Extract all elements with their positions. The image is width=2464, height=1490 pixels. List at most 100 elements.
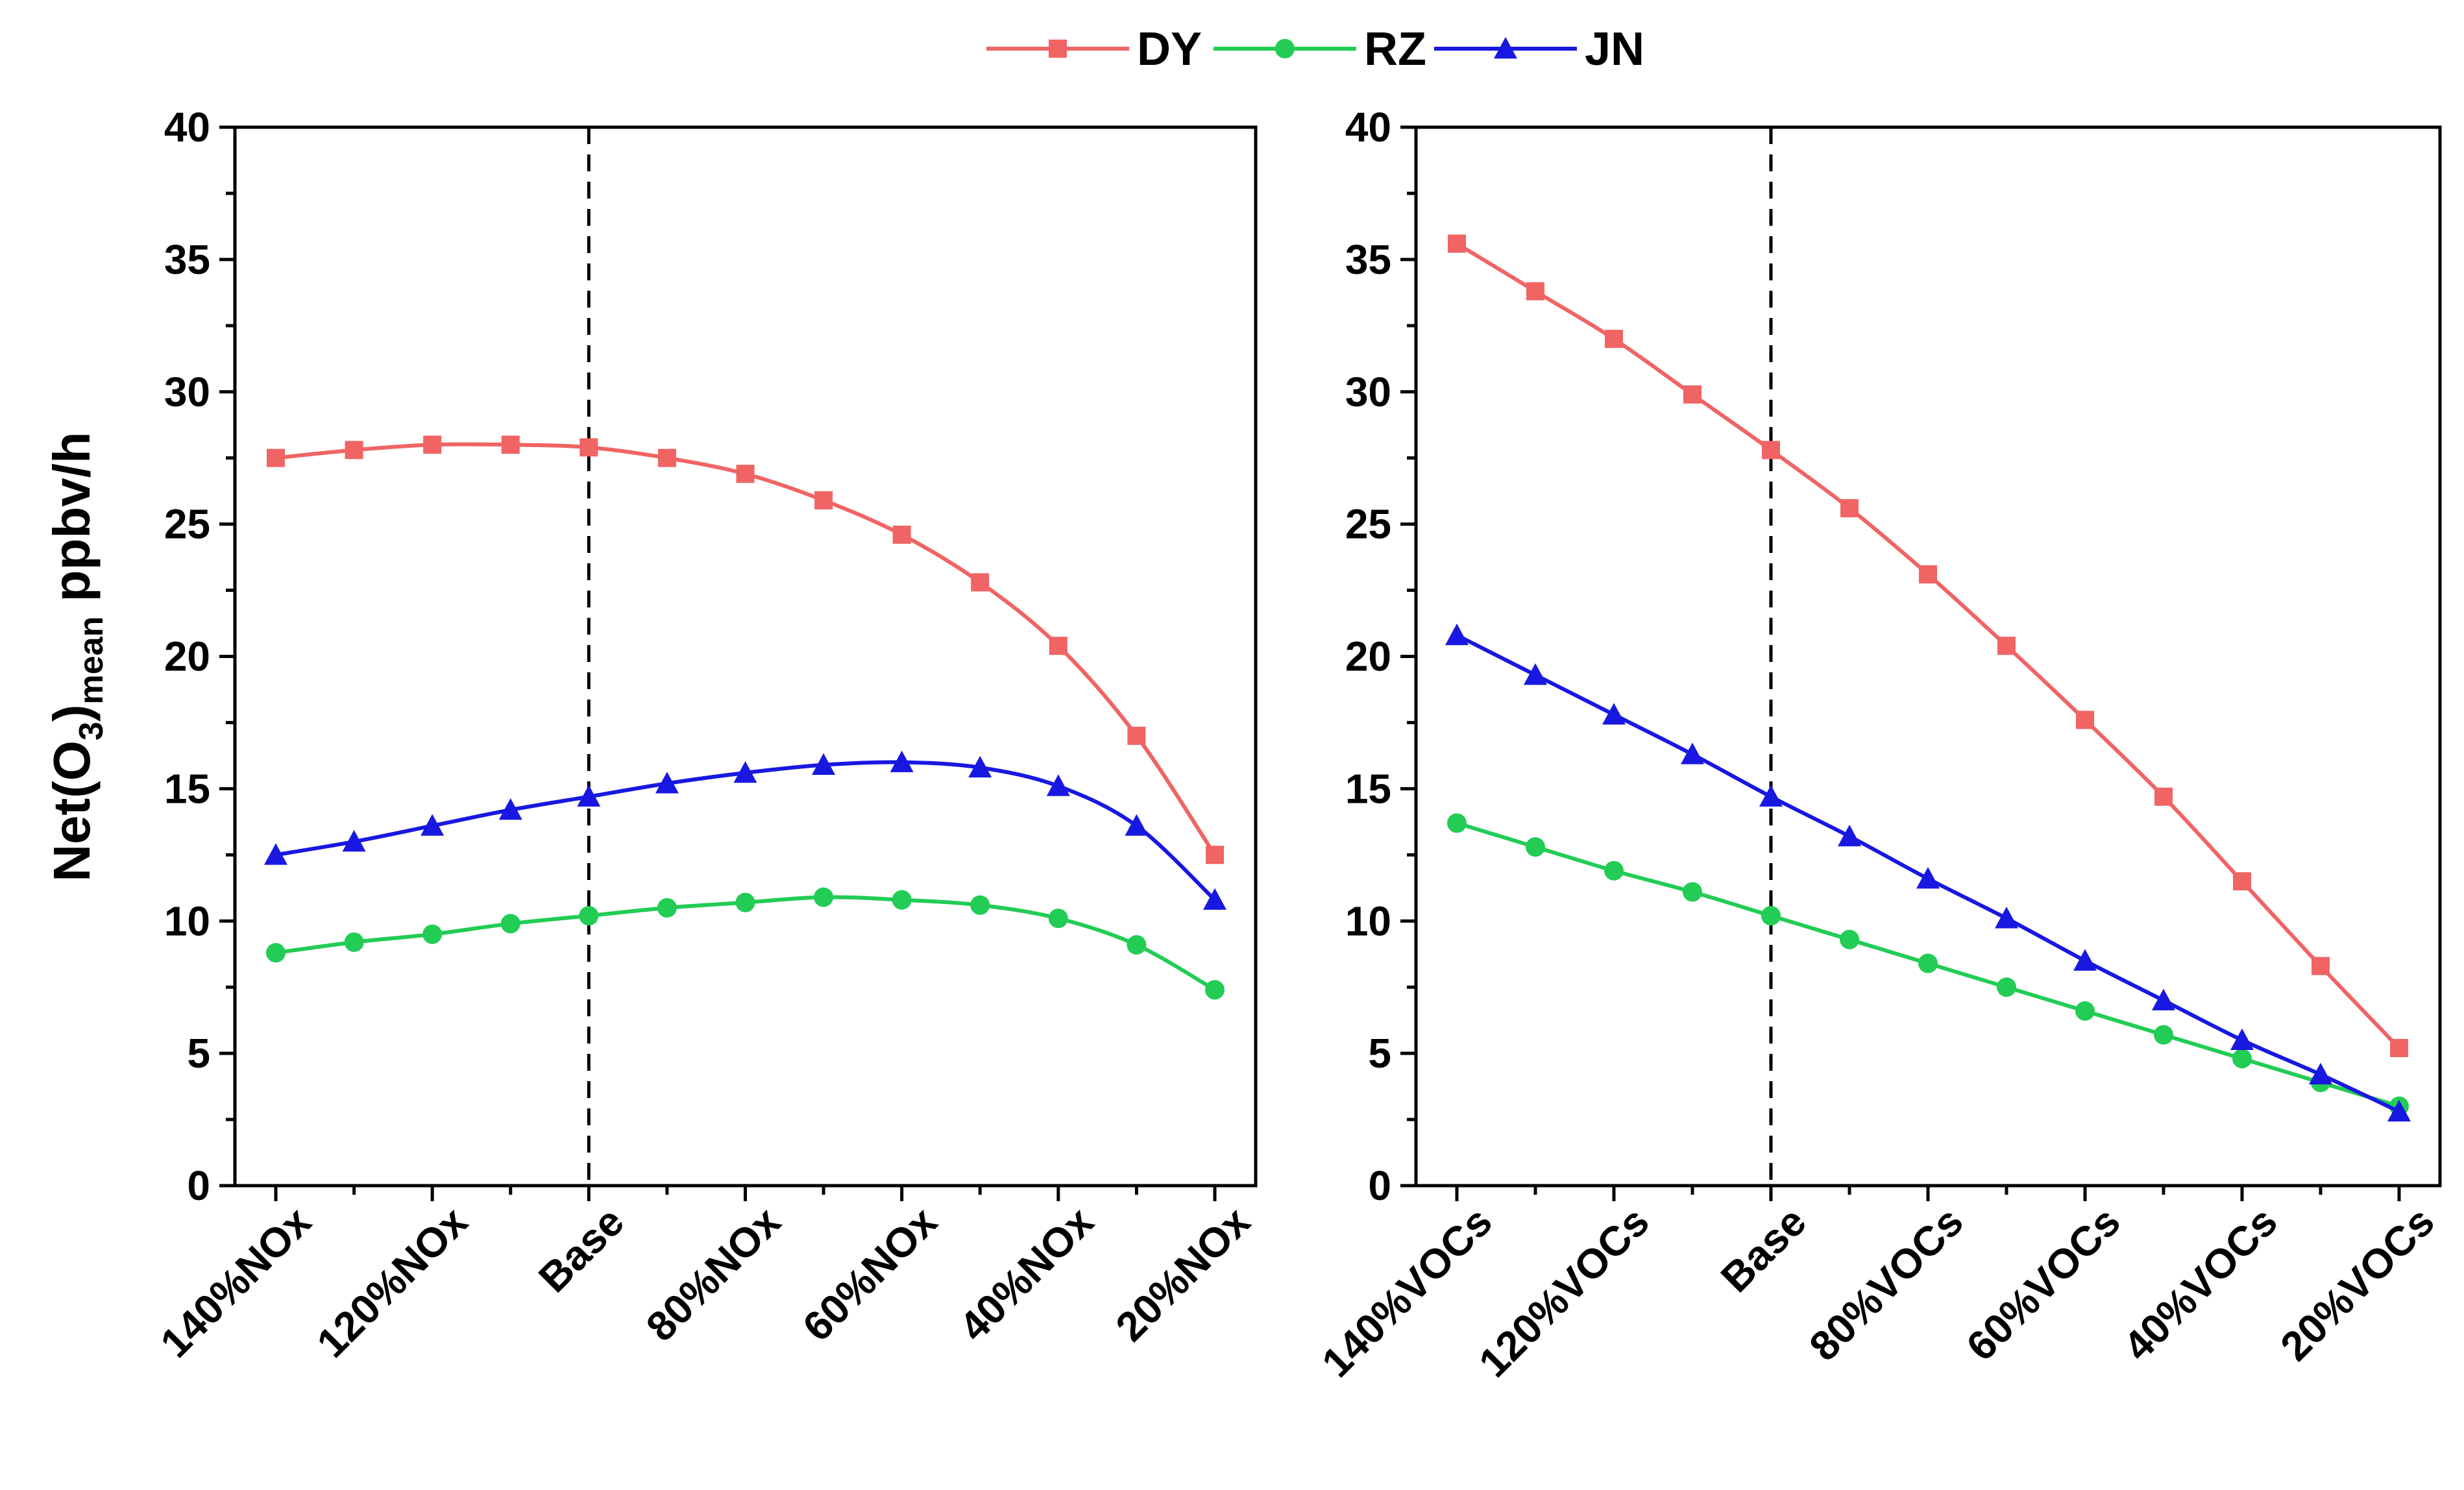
left-point-DY xyxy=(1127,726,1146,745)
right-point-JN xyxy=(2309,1062,2332,1085)
left-ytick-label: 10 xyxy=(164,898,210,944)
y-axis-label-part: mean xyxy=(73,617,110,705)
right-point-JN xyxy=(1916,867,1940,889)
legend-item-JN: JN xyxy=(1434,23,1644,75)
right-xtick-label: 20%VOCs xyxy=(2271,1198,2443,1370)
right-point-JN xyxy=(2387,1099,2411,1122)
left-point-RZ xyxy=(1127,934,1147,955)
left-plot-frame xyxy=(233,125,1258,1188)
left-ytick-label: 35 xyxy=(164,236,210,283)
right-point-DY xyxy=(1997,637,2016,655)
legend-label-DY: DY xyxy=(1137,23,1202,75)
left-point-DY xyxy=(657,448,676,467)
legend-marker-RZ xyxy=(1275,39,1295,58)
left-point-JN xyxy=(577,785,601,807)
right-point-JN xyxy=(1838,824,1861,847)
right-point-JN xyxy=(1759,785,1783,807)
legend-label-JN: JN xyxy=(1585,23,1644,75)
right-xtick-label: Base xyxy=(1712,1198,1815,1301)
left-point-DY xyxy=(423,435,442,454)
right-xtick-label: 40%VOCs xyxy=(2114,1198,2286,1370)
right-series-JN xyxy=(1445,623,2411,1122)
right-xtick-label: 80%VOCs xyxy=(1800,1198,1972,1370)
left-point-RZ xyxy=(814,887,834,907)
left-point-JN xyxy=(1046,774,1070,796)
left-point-RZ xyxy=(735,892,755,912)
legend-item-DY: DY xyxy=(986,23,1202,75)
left-point-DY xyxy=(736,465,755,483)
right-point-JN xyxy=(1602,703,1626,725)
right-point-RZ xyxy=(2154,1025,2173,1045)
right-series-DY xyxy=(1448,234,2408,1057)
left-point-DY xyxy=(971,573,990,592)
left-point-JN xyxy=(498,798,522,820)
left-point-DY xyxy=(892,525,911,544)
left-xtick-label: 60%NOx xyxy=(794,1198,946,1350)
right-point-DY xyxy=(2233,872,2251,891)
left-point-RZ xyxy=(422,924,443,944)
right-point-RZ xyxy=(1526,837,1545,857)
left-xtick-label: Base xyxy=(530,1198,633,1301)
left-ytick-label: 15 xyxy=(164,765,210,812)
right-ytick-label: 15 xyxy=(1345,765,1391,812)
left-point-JN xyxy=(968,755,992,778)
right-series-RZ xyxy=(1447,813,2409,1116)
left-point-RZ xyxy=(1205,980,1225,1000)
left-point-RZ xyxy=(500,914,520,934)
left-point-JN xyxy=(342,829,366,852)
right-xtick-label: 60%VOCs xyxy=(1957,1198,2129,1370)
left-xtick-label: 140%NOx xyxy=(151,1198,320,1367)
y-axis-label: Net(O3)mean ppbv/h xyxy=(43,432,110,882)
right-point-DY xyxy=(1840,499,1859,518)
legend-marker-DY xyxy=(1049,40,1067,58)
right-xtick-label: 120%VOCs xyxy=(1470,1198,1658,1386)
right-point-JN xyxy=(1524,663,1547,685)
y-axis-label-part: 3 xyxy=(73,722,110,740)
left-ytick-label: 0 xyxy=(187,1162,210,1209)
left-point-DY xyxy=(1206,846,1224,864)
left-series-RZ xyxy=(266,887,1225,1000)
left-point-RZ xyxy=(970,895,990,915)
legend-item-RZ: RZ xyxy=(1214,23,1426,75)
right-point-DY xyxy=(1762,441,1780,459)
right-ytick-label: 25 xyxy=(1345,501,1391,548)
left-point-DY xyxy=(345,441,363,459)
right-point-RZ xyxy=(1997,977,2016,997)
right-point-RZ xyxy=(2075,1001,2095,1021)
y-axis-label-part: ) xyxy=(43,704,101,722)
left-point-DY xyxy=(501,435,520,454)
right-point-JN xyxy=(1445,623,1469,646)
right-point-RZ xyxy=(1918,953,1938,973)
left-point-DY xyxy=(1049,637,1067,655)
right-ytick-label: 30 xyxy=(1345,369,1391,415)
right-xtick-label: 140%VOCs xyxy=(1313,1198,1501,1386)
left-ytick-label: 5 xyxy=(187,1030,210,1077)
right-point-DY xyxy=(1448,234,1466,253)
left-xtick-label: 120%NOx xyxy=(308,1198,476,1367)
legend-label-RZ: RZ xyxy=(1364,23,1426,75)
right-point-RZ xyxy=(1840,929,1859,949)
right-point-DY xyxy=(2154,787,2173,806)
right-point-JN xyxy=(2152,988,2175,1010)
right-ytick-label: 20 xyxy=(1345,633,1391,680)
left-ytick-label: 20 xyxy=(164,633,210,680)
right-point-JN xyxy=(1995,907,2018,929)
left-point-JN xyxy=(421,814,445,836)
right-point-RZ xyxy=(2232,1049,2252,1069)
left-ytick-label: 25 xyxy=(164,501,210,548)
left-point-DY xyxy=(814,491,833,509)
y-axis-label-part: ppbv/h xyxy=(43,432,101,616)
legend-marker-JN xyxy=(1494,37,1517,59)
legend: DY RZ JN xyxy=(986,23,1644,75)
right-point-JN xyxy=(2230,1028,2254,1051)
left-point-JN xyxy=(733,761,757,783)
left-point-RZ xyxy=(266,943,286,963)
left-point-DY xyxy=(267,448,285,467)
left-point-RZ xyxy=(657,898,677,918)
left-ytick-label: 30 xyxy=(164,369,210,415)
right-point-DY xyxy=(2312,957,2330,975)
right-point-DY xyxy=(1683,385,1702,404)
